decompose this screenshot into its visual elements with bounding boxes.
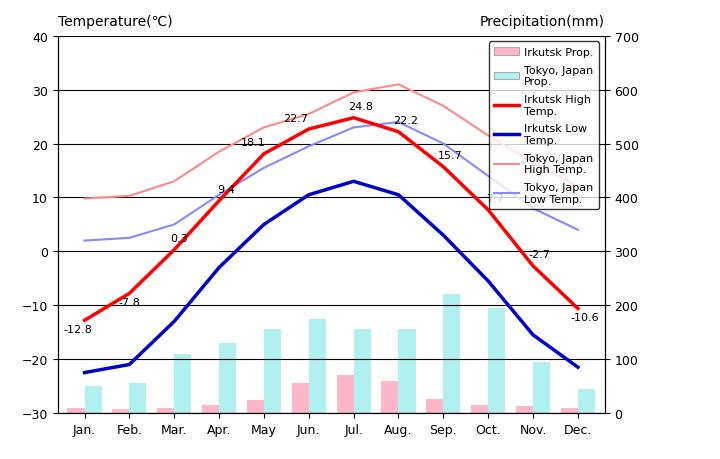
Text: -2.7: -2.7 bbox=[528, 250, 551, 260]
Bar bbox=[578, 389, 595, 413]
Text: 9.4: 9.4 bbox=[217, 185, 235, 195]
Bar bbox=[516, 406, 533, 413]
Bar bbox=[157, 408, 174, 413]
Bar bbox=[130, 384, 146, 413]
Bar bbox=[247, 400, 264, 413]
Bar bbox=[264, 330, 281, 413]
Bar bbox=[488, 308, 505, 413]
Bar bbox=[561, 408, 578, 413]
Text: -7.8: -7.8 bbox=[118, 297, 140, 307]
Bar bbox=[309, 319, 326, 413]
Text: 15.7: 15.7 bbox=[438, 151, 462, 161]
Bar bbox=[112, 409, 130, 413]
Bar bbox=[174, 354, 192, 413]
Text: 22.7: 22.7 bbox=[283, 113, 308, 123]
Bar bbox=[202, 406, 219, 413]
Bar bbox=[354, 330, 371, 413]
Text: 22.2: 22.2 bbox=[392, 116, 418, 126]
Bar bbox=[84, 386, 102, 413]
Text: Precipitation(mm): Precipitation(mm) bbox=[480, 15, 605, 29]
Text: -12.8: -12.8 bbox=[63, 324, 92, 334]
Bar bbox=[382, 381, 398, 413]
Bar bbox=[444, 295, 460, 413]
Text: -10.6: -10.6 bbox=[570, 312, 599, 322]
Bar bbox=[336, 375, 354, 413]
Bar bbox=[533, 362, 550, 413]
Bar bbox=[219, 343, 236, 413]
Text: 24.8: 24.8 bbox=[348, 102, 373, 112]
Legend: Irkutsk Prop., Tokyo, Japan
Prop., Irkutsk High
Temp., Irkutsk Low
Temp., Tokyo,: Irkutsk Prop., Tokyo, Japan Prop., Irkut… bbox=[489, 42, 599, 210]
Bar bbox=[292, 384, 309, 413]
Bar bbox=[426, 399, 444, 413]
Bar bbox=[471, 405, 488, 413]
Text: 7.7: 7.7 bbox=[486, 194, 504, 204]
Text: 18.1: 18.1 bbox=[240, 138, 265, 148]
Bar bbox=[398, 330, 415, 413]
Text: Temperature(℃): Temperature(℃) bbox=[58, 15, 172, 29]
Bar bbox=[68, 408, 84, 413]
Text: 0.3: 0.3 bbox=[170, 234, 187, 244]
